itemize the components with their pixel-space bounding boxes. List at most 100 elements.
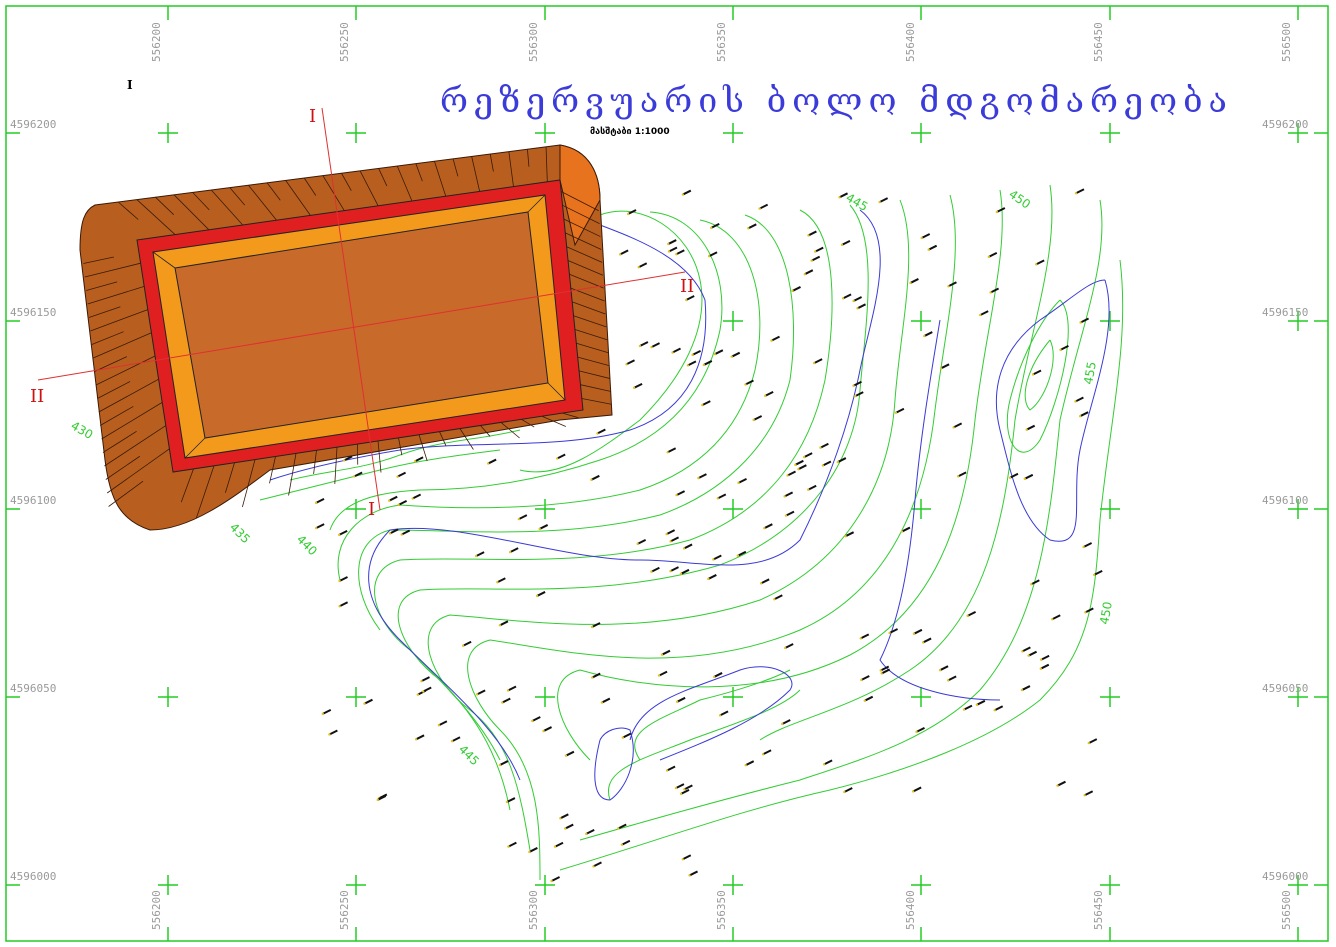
survey-point-marker [758,207,761,210]
survey-point [841,293,852,300]
survey-point [342,455,353,462]
grid-labels-bottom: 556200 556250 556300 556350 556400 55645… [150,890,1293,930]
survey-point-marker [414,738,418,741]
survey-point [879,665,890,672]
survey-point-marker [900,530,904,533]
survey-point-marker [660,653,664,656]
survey-point [836,457,847,464]
hatch-line [106,448,170,494]
survey-point [859,633,870,640]
survey-point [852,380,862,387]
survey-point [744,379,754,386]
survey-point-marker [528,850,531,854]
survey-point-marker [763,394,767,398]
hatch-line [578,370,610,379]
hatch-line [545,146,548,182]
survey-point [812,358,823,365]
survey-point-marker [352,475,356,478]
survey-point-marker [564,827,567,830]
hatch-line [418,434,428,462]
survey-point [559,813,569,820]
survey-point [763,390,774,398]
contour-label: 440 [294,532,320,558]
section-label-I-top: I [309,106,316,127]
survey-point [995,207,1006,214]
grid-y-label-left: 4596050 [10,682,56,695]
index-contour-line [368,209,881,781]
survey-point [1051,614,1061,621]
survey-point [591,672,601,679]
survey-point-marker [637,266,640,269]
survey-point [396,471,407,478]
survey-point [596,428,606,435]
survey-point [684,295,695,302]
survey-point-marker [843,790,846,794]
survey-point-marker [667,242,670,246]
hatch-line [439,431,447,446]
survey-point-marker [810,259,813,262]
survey-point [681,189,692,196]
hatch-line [192,192,210,211]
hatch-line [94,356,127,372]
hatch-line [378,168,388,187]
survey-point-marker [783,495,786,498]
survey-point-marker [730,355,733,358]
contour-lines [259,184,1124,881]
hatch-line [101,402,163,440]
survey-point-marker [915,730,918,734]
survey-point-marker [674,786,678,790]
survey-point-marker [856,307,859,310]
hatch-line [86,281,118,291]
hatch-line [313,450,317,475]
survey-point [665,529,676,536]
survey-point [783,491,794,498]
survey-point [501,697,511,704]
survey-point [794,459,804,467]
survey-point [947,281,957,288]
contour-label: 455 [1081,361,1099,386]
survey-point-marker [531,719,534,723]
survey-point-marker [701,403,704,407]
survey-point-marker [752,418,755,422]
survey-point [600,697,611,704]
survey-point [747,223,757,230]
survey-point [821,460,832,467]
survey-point [674,783,685,790]
survey-point [920,233,931,240]
survey-point [712,672,723,679]
hatch-line [527,149,530,167]
survey-point-marker [626,212,630,216]
contour-line [337,219,761,581]
survey-point-marker [947,285,950,288]
survey-point-marker [1082,545,1085,549]
survey-point-marker [761,753,765,756]
survey-point-marker [691,353,694,357]
survey-point-marker [420,679,423,683]
section-line-II [37,271,686,381]
contour-line [329,211,723,531]
survey-point [620,839,631,846]
index-contour-line [879,319,1001,701]
survey-point [707,251,718,258]
survey-point-marker [553,845,557,848]
survey-point [337,530,348,537]
map-frame [5,5,1329,942]
survey-point [461,640,472,647]
grid-x-label-bottom: 556500 [1280,890,1293,930]
survey-point-marker [844,534,847,538]
grid-y-label-right: 4596050 [1262,682,1308,695]
survey-point-marker [675,493,678,497]
grid-x-label-top: 556350 [715,22,728,62]
survey-point-marker [736,554,740,557]
index-contour-line [269,224,707,481]
hatch-line [84,262,141,278]
survey-point [716,493,727,500]
hatch-line [500,422,520,439]
survey-point [852,296,863,303]
cut-slope [559,144,601,247]
hatch-line [565,232,602,250]
survey-point [338,576,348,583]
survey-point-marker [437,724,441,727]
hatch-line [567,260,604,276]
survey-point-marker [962,708,966,711]
